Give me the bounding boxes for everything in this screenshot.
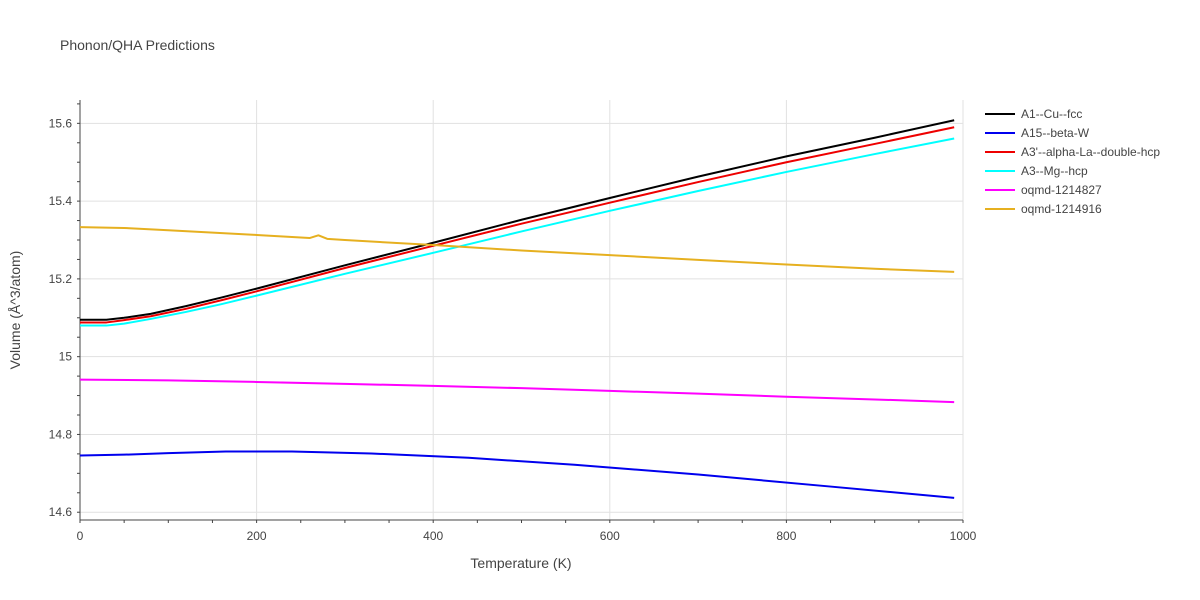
legend-item[interactable]: oqmd-1214827 bbox=[985, 183, 1102, 197]
legend-item[interactable]: A1--Cu--fcc bbox=[985, 107, 1082, 121]
x-axis-title: Temperature (K) bbox=[470, 555, 571, 571]
legend-label: A15--beta-W bbox=[1021, 126, 1090, 140]
y-tick-label: 15.4 bbox=[49, 194, 73, 208]
legend-item[interactable]: A3--Mg--hcp bbox=[985, 164, 1088, 178]
chart-title: Phonon/QHA Predictions bbox=[60, 37, 215, 53]
legend-label: oqmd-1214827 bbox=[1021, 183, 1102, 197]
series-line bbox=[80, 119, 955, 321]
series-line bbox=[80, 126, 955, 324]
y-tick-label: 15 bbox=[59, 350, 73, 364]
tick-labels: 0 200 400 600 800 1000 14.6 14.8 15 15.2 15.4 15.6 bbox=[49, 116, 977, 543]
x-tick-label: 800 bbox=[776, 529, 796, 543]
legend-item[interactable]: A3'--alpha-La--double-hcp bbox=[985, 145, 1160, 159]
series-line bbox=[80, 137, 955, 327]
series-line bbox=[79, 226, 955, 273]
y-tick-label: 14.8 bbox=[49, 427, 73, 441]
legend[interactable]: A1--Cu--fcc A15--beta-W A3'--alpha-La--dou… bbox=[985, 107, 1160, 216]
legend-item[interactable]: A15--beta-W bbox=[985, 126, 1090, 140]
grid bbox=[80, 100, 964, 520]
x-tick-label: 400 bbox=[423, 529, 443, 543]
y-axis-title: Volume (Å^3/atom) bbox=[7, 251, 23, 370]
legend-label: A1--Cu--fcc bbox=[1021, 107, 1082, 121]
series-layer bbox=[79, 119, 955, 499]
legend-label: A3--Mg--hcp bbox=[1021, 164, 1088, 178]
x-tick-label: 1000 bbox=[950, 529, 977, 543]
legend-label: oqmd-1214916 bbox=[1021, 202, 1102, 216]
x-tick-label: 0 bbox=[77, 529, 84, 543]
x-tick-label: 200 bbox=[247, 529, 267, 543]
series-line bbox=[79, 378, 955, 404]
legend-label: A3'--alpha-La--double-hcp bbox=[1021, 145, 1160, 159]
x-tick-label: 600 bbox=[600, 529, 620, 543]
legend-item[interactable]: oqmd-1214916 bbox=[985, 202, 1102, 216]
series-line bbox=[79, 450, 955, 499]
y-tick-label: 15.2 bbox=[49, 272, 73, 286]
y-tick-label: 15.6 bbox=[49, 116, 73, 130]
y-tick-label: 14.6 bbox=[49, 505, 73, 519]
axes bbox=[77, 100, 964, 523]
